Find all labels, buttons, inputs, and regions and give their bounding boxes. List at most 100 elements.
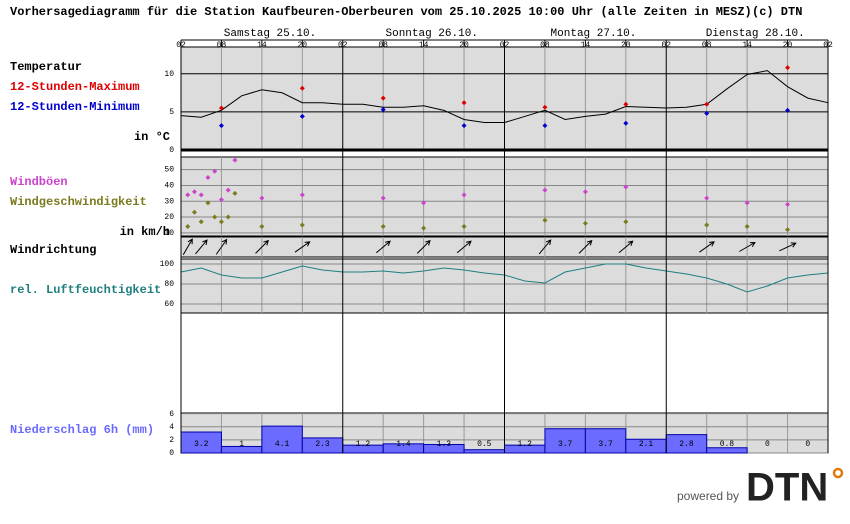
bar	[706, 447, 748, 454]
point	[785, 65, 791, 71]
point	[704, 195, 710, 201]
x-tick-label: 08	[702, 41, 712, 50]
bar-label: 3.7	[558, 440, 573, 449]
point	[299, 192, 305, 198]
bar-label: 1.4	[396, 440, 411, 449]
bar-label: 1	[239, 440, 244, 449]
point	[542, 123, 548, 129]
point	[225, 187, 231, 193]
point	[380, 224, 386, 230]
x-tick-label: 14	[742, 41, 752, 50]
x-tick-label: 02	[500, 41, 510, 50]
wind-arrow	[779, 242, 797, 252]
y-tick-label: 30	[164, 197, 174, 206]
bar	[584, 428, 627, 454]
wind-arrow	[375, 240, 391, 254]
point	[785, 201, 791, 207]
point	[704, 101, 710, 107]
point	[259, 195, 265, 201]
day-label: Sonntag 26.10.	[386, 28, 478, 40]
y-tick-label: 10	[164, 229, 174, 238]
point	[623, 219, 629, 225]
point	[205, 175, 211, 181]
series-label: Niederschlag 6h (mm)	[10, 423, 154, 437]
y-tick-label: 60	[164, 300, 174, 309]
y-tick-label: 6	[169, 410, 174, 419]
powered-by: powered by	[677, 489, 739, 503]
wind-arrow	[294, 241, 311, 253]
x-tick-label: 02	[338, 41, 348, 50]
point	[704, 110, 710, 116]
point	[542, 217, 548, 223]
x-tick-label: 02	[823, 41, 833, 50]
point	[218, 105, 224, 111]
point	[212, 214, 218, 220]
x-tick-label: 14	[581, 41, 591, 50]
point	[185, 224, 191, 230]
y-tick-label: 80	[164, 280, 174, 289]
point	[205, 200, 211, 206]
wind-arrow	[618, 240, 634, 254]
x-tick-label: 02	[176, 41, 186, 50]
point	[299, 85, 305, 91]
y-tick-label: 20	[164, 213, 174, 222]
x-tick-label: 20	[783, 41, 793, 50]
day-label: Montag 27.10.	[551, 28, 637, 40]
wind-arrow	[416, 239, 431, 254]
x-tick-label: 02	[661, 41, 671, 50]
unit-label: in km/h	[120, 225, 170, 239]
bar-label: 2.3	[315, 440, 330, 449]
point	[218, 123, 224, 129]
point	[421, 225, 427, 231]
point	[212, 168, 218, 174]
series-label: Temperatur	[10, 60, 82, 74]
point	[461, 100, 467, 106]
point	[623, 184, 629, 190]
point	[185, 192, 191, 198]
point	[623, 101, 629, 107]
bar-label: 1.2	[518, 440, 533, 449]
bar-label: 1.3	[437, 440, 452, 449]
logo-dot	[832, 467, 844, 479]
bar-label: 0	[805, 440, 810, 449]
wind-arrow	[255, 239, 269, 254]
y-tick-label: 0	[169, 146, 174, 155]
series-label: Windböen	[10, 175, 68, 189]
y-tick-label: 4	[169, 423, 174, 432]
point	[421, 200, 427, 206]
bar-label: 1.2	[356, 440, 371, 449]
bar-label: 2.8	[679, 440, 694, 449]
wind-arrow	[538, 239, 552, 255]
logo: DTN	[746, 466, 828, 510]
bar-label: 0	[765, 440, 770, 449]
bar-label: 3.2	[194, 440, 209, 449]
point	[744, 200, 750, 206]
wind-arrow	[182, 238, 193, 256]
point	[542, 104, 548, 110]
bar	[463, 449, 505, 454]
y-tick-label: 10	[164, 70, 174, 79]
series-label: 12-Stunden-Maximum	[10, 80, 140, 94]
wind-arrow	[699, 241, 715, 253]
point	[259, 224, 265, 230]
point	[299, 222, 305, 228]
day-label: Dienstag 28.10.	[706, 28, 805, 40]
bar-label: 4.1	[275, 440, 290, 449]
x-tick-label: 14	[257, 41, 267, 50]
point	[380, 95, 386, 101]
point	[198, 219, 204, 225]
point	[232, 157, 238, 163]
bar-label: 0.5	[477, 440, 492, 449]
point	[582, 189, 588, 195]
y-tick-label: 5	[169, 108, 174, 117]
point	[232, 190, 238, 196]
bar-label: 3.7	[598, 440, 613, 449]
bar	[261, 425, 303, 454]
point	[225, 214, 231, 220]
point	[191, 209, 197, 215]
y-tick-label: 100	[160, 260, 175, 269]
y-tick-label: 40	[164, 182, 174, 191]
x-tick-label: 20	[621, 41, 631, 50]
wind-arrow	[195, 239, 208, 255]
